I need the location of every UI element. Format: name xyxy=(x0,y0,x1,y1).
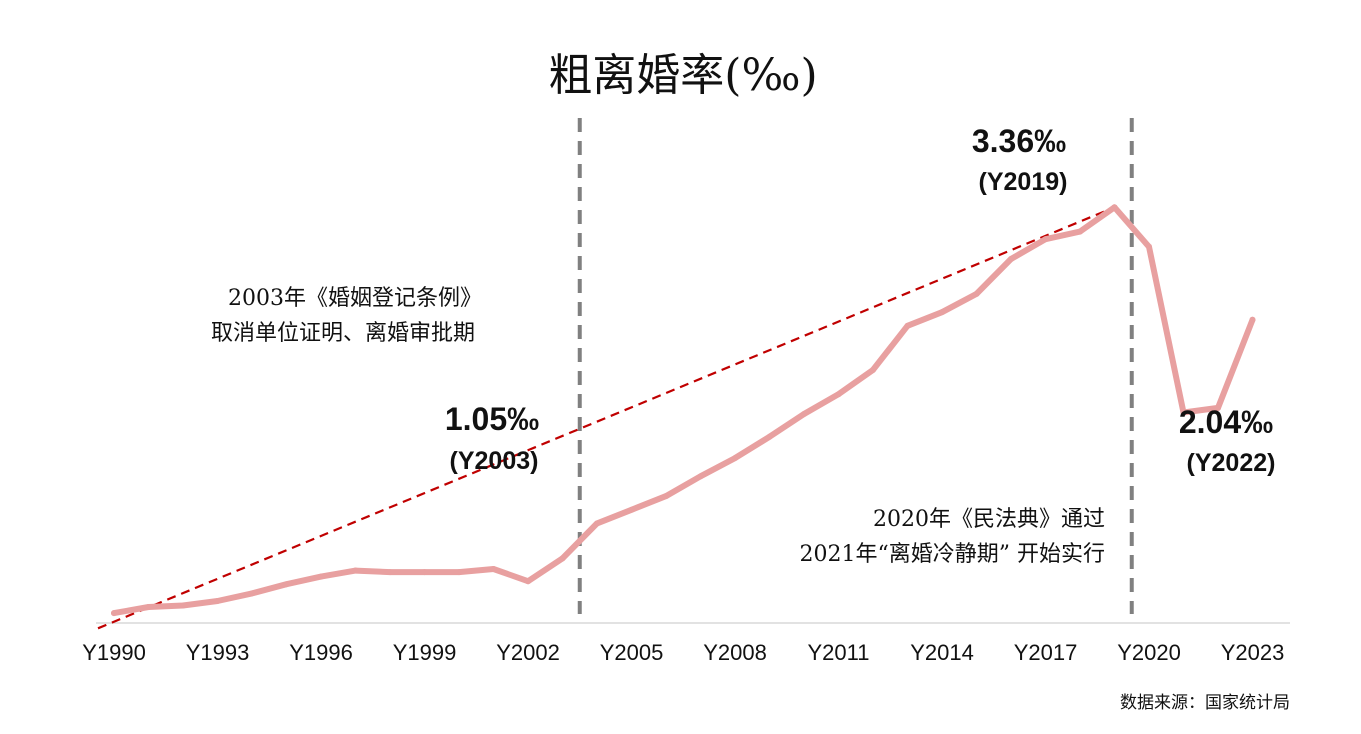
data-point-1993 xyxy=(214,597,221,604)
data-point-2004 xyxy=(594,520,600,527)
data-point-1996 xyxy=(318,573,324,580)
data-point-2017 xyxy=(1042,236,1049,243)
data-point-2023 xyxy=(1249,316,1256,323)
data-point-2021 xyxy=(1180,409,1187,416)
data-point-2007 xyxy=(697,473,704,480)
data-point-1998 xyxy=(387,569,393,576)
data-point-2010 xyxy=(801,411,807,417)
trend-line-group xyxy=(97,206,1115,630)
data-point-2000 xyxy=(456,569,462,576)
data-point-2003 xyxy=(559,555,566,562)
x-tick-label: Y1993 xyxy=(186,640,250,665)
callout-2022-value: 2.04‰ xyxy=(1179,404,1273,440)
callout-2003-year: (Y2003) xyxy=(450,447,539,475)
x-tick-label: Y1990 xyxy=(82,640,146,665)
chart-title: 粗离婚率(‰) xyxy=(548,50,817,101)
data-point-2013 xyxy=(904,322,911,329)
x-tick-label: Y2005 xyxy=(600,640,664,665)
x-tick-label: Y2014 xyxy=(910,640,974,665)
callout-2019-year: (Y2019) xyxy=(979,168,1068,196)
annotation-2020-line2: 2021年“离婚冷静期” 开始实行 xyxy=(800,542,1105,567)
data-point-1999 xyxy=(421,569,428,576)
data-source: 数据来源：国家统计局 xyxy=(1120,693,1290,713)
x-tick-label: Y2020 xyxy=(1117,640,1181,665)
data-point-2016 xyxy=(1008,255,1014,262)
annotation-2003-line1: 2003年《婚姻登记条例》 xyxy=(228,286,482,311)
x-tick-label: Y2017 xyxy=(1014,640,1078,665)
callout-2019-value: 3.36‰ xyxy=(972,123,1066,159)
data-point-2008 xyxy=(732,455,738,462)
period-dividers xyxy=(577,118,1134,614)
callout-2022-year: (Y2022) xyxy=(1187,449,1276,477)
data-point-1990 xyxy=(111,610,117,617)
data-point-2006 xyxy=(663,493,669,500)
x-tick-label: Y2011 xyxy=(808,640,870,665)
series-line-divorce-rate xyxy=(111,204,1256,617)
callout-2003-value: 1.05‰ xyxy=(445,401,539,437)
trend-line xyxy=(97,206,1115,630)
data-point-1995 xyxy=(283,581,290,588)
data-point-2011 xyxy=(835,391,842,398)
data-point-1992 xyxy=(180,602,186,609)
data-point-2022 xyxy=(1215,404,1221,411)
data-point-2002 xyxy=(525,578,531,585)
annotation-2020-line1: 2020年《民法典》通过 xyxy=(873,507,1105,532)
series-line-group xyxy=(111,204,1256,617)
x-tick-label: Y2002 xyxy=(496,640,560,665)
annotation-2003-line2: 取消单位证明、离婚审批期 xyxy=(211,321,475,346)
data-point-2009 xyxy=(766,433,773,440)
data-point-2001 xyxy=(490,566,497,573)
data-point-2014 xyxy=(939,309,945,316)
x-tick-label: Y1996 xyxy=(289,640,353,665)
data-point-2015 xyxy=(973,290,980,297)
data-point-1994 xyxy=(249,590,255,597)
x-tick-label: Y2023 xyxy=(1221,640,1285,665)
data-point-2019 xyxy=(1111,204,1118,211)
x-tick-label: Y2008 xyxy=(703,640,767,665)
data-point-2012 xyxy=(870,366,876,373)
x-tick-label: Y1999 xyxy=(393,640,457,665)
data-point-2005 xyxy=(628,506,635,513)
data-point-2020 xyxy=(1146,243,1152,250)
data-point-2018 xyxy=(1077,228,1083,235)
data-point-1991 xyxy=(145,604,152,611)
data-point-1997 xyxy=(352,567,359,574)
x-tick-labels: Y1990 Y1993 Y1996 Y1999 Y2002 Y2005 Y2008 Y2011… xyxy=(82,640,1284,665)
